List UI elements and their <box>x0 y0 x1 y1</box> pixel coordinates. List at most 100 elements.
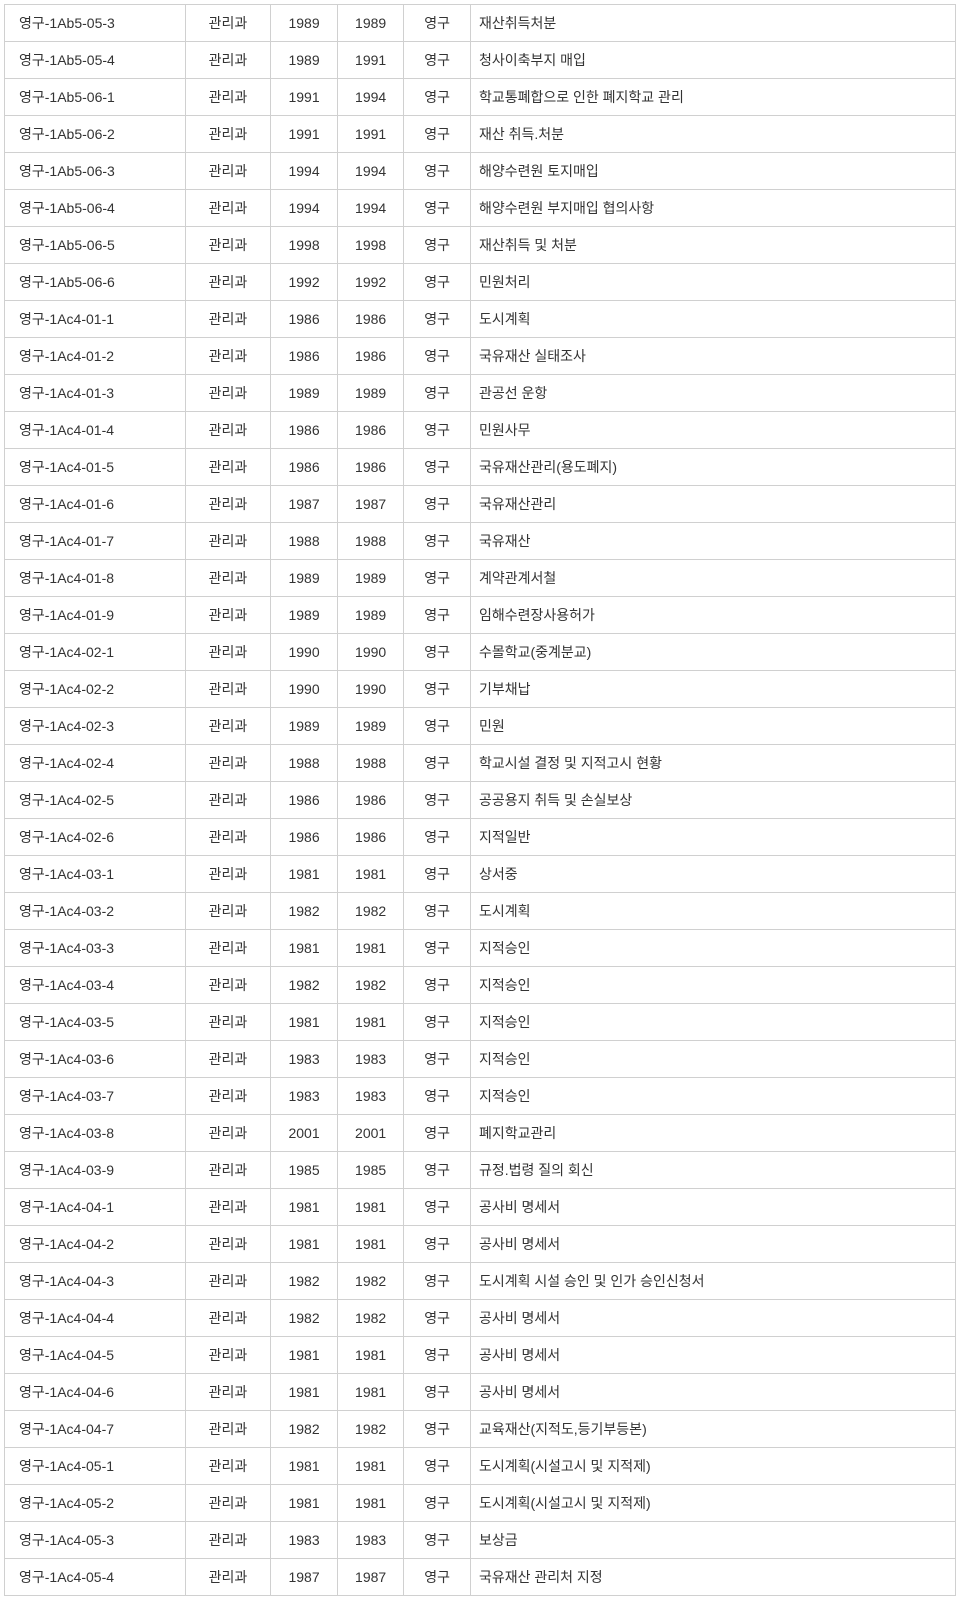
department: 관리과 <box>185 1559 271 1596</box>
end-year: 1989 <box>337 708 404 745</box>
description: 학교통폐합으로 인한 폐지학교 관리 <box>470 79 955 116</box>
table-row: 영구-1Ac4-04-4관리과19821982영구공사비 명세서 <box>5 1300 956 1337</box>
table-row: 영구-1Ac4-01-7관리과19881988영구국유재산 <box>5 523 956 560</box>
description: 공사비 명세서 <box>470 1189 955 1226</box>
description: 청사이축부지 매입 <box>470 42 955 79</box>
department: 관리과 <box>185 597 271 634</box>
table-row: 영구-1Ac4-04-5관리과19811981영구공사비 명세서 <box>5 1337 956 1374</box>
description: 수몰학교(중계분교) <box>470 634 955 671</box>
end-year: 1981 <box>337 1226 404 1263</box>
start-year: 1986 <box>271 301 338 338</box>
table-row: 영구-1Ac4-04-7관리과19821982영구교육재산(지적도,등기부등본) <box>5 1411 956 1448</box>
description: 민원 <box>470 708 955 745</box>
record-id: 영구-1Ac4-04-1 <box>5 1189 186 1226</box>
record-id: 영구-1Ac4-02-1 <box>5 634 186 671</box>
department: 관리과 <box>185 42 271 79</box>
department: 관리과 <box>185 116 271 153</box>
description: 학교시설 결정 및 지적고시 현황 <box>470 745 955 782</box>
end-year: 1994 <box>337 79 404 116</box>
table-row: 영구-1Ab5-05-4관리과19891991영구청사이축부지 매입 <box>5 42 956 79</box>
start-year: 1986 <box>271 338 338 375</box>
record-id: 영구-1Ac4-02-4 <box>5 745 186 782</box>
description: 공사비 명세서 <box>470 1374 955 1411</box>
retention-type: 영구 <box>404 1263 471 1300</box>
start-year: 1991 <box>271 116 338 153</box>
end-year: 1981 <box>337 1337 404 1374</box>
start-year: 1981 <box>271 1485 338 1522</box>
end-year: 1989 <box>337 5 404 42</box>
end-year: 1991 <box>337 42 404 79</box>
end-year: 1985 <box>337 1152 404 1189</box>
record-id: 영구-1Ac4-04-7 <box>5 1411 186 1448</box>
description: 교육재산(지적도,등기부등본) <box>470 1411 955 1448</box>
record-id: 영구-1Ac4-01-5 <box>5 449 186 486</box>
record-id: 영구-1Ab5-06-2 <box>5 116 186 153</box>
description: 재산 취득.처분 <box>470 116 955 153</box>
end-year: 1989 <box>337 375 404 412</box>
table-row: 영구-1Ab5-06-3관리과19941994영구해양수련원 토지매입 <box>5 153 956 190</box>
table-row: 영구-1Ac4-04-1관리과19811981영구공사비 명세서 <box>5 1189 956 1226</box>
description: 지적일반 <box>470 819 955 856</box>
end-year: 1986 <box>337 449 404 486</box>
retention-type: 영구 <box>404 930 471 967</box>
record-id: 영구-1Ab5-05-4 <box>5 42 186 79</box>
end-year: 1982 <box>337 1263 404 1300</box>
retention-type: 영구 <box>404 782 471 819</box>
start-year: 1981 <box>271 856 338 893</box>
department: 관리과 <box>185 1115 271 1152</box>
department: 관리과 <box>185 819 271 856</box>
record-id: 영구-1Ac4-05-1 <box>5 1448 186 1485</box>
department: 관리과 <box>185 1522 271 1559</box>
table-row: 영구-1Ac4-03-7관리과19831983영구지적승인 <box>5 1078 956 1115</box>
retention-type: 영구 <box>404 79 471 116</box>
description: 공공용지 취득 및 손실보상 <box>470 782 955 819</box>
description: 민원처리 <box>470 264 955 301</box>
department: 관리과 <box>185 560 271 597</box>
record-id: 영구-1Ac4-03-6 <box>5 1041 186 1078</box>
start-year: 1989 <box>271 708 338 745</box>
record-id: 영구-1Ac4-02-2 <box>5 671 186 708</box>
start-year: 1990 <box>271 671 338 708</box>
department: 관리과 <box>185 856 271 893</box>
table-row: 영구-1Ac4-03-1관리과19811981영구상서중 <box>5 856 956 893</box>
record-id: 영구-1Ac4-03-4 <box>5 967 186 1004</box>
department: 관리과 <box>185 153 271 190</box>
department: 관리과 <box>185 1078 271 1115</box>
record-id: 영구-1Ac4-01-6 <box>5 486 186 523</box>
table-row: 영구-1Ac4-01-3관리과19891989영구관공선 운항 <box>5 375 956 412</box>
table-row: 영구-1Ac4-05-4관리과19871987영구국유재산 관리처 지정 <box>5 1559 956 1596</box>
table-row: 영구-1Ab5-06-1관리과19911994영구학교통폐합으로 인한 폐지학교… <box>5 79 956 116</box>
record-id: 영구-1Ac4-05-2 <box>5 1485 186 1522</box>
table-row: 영구-1Ac4-03-9관리과19851985영구규정.법령 질의 회신 <box>5 1152 956 1189</box>
description: 지적승인 <box>470 1078 955 1115</box>
record-id: 영구-1Ac4-01-8 <box>5 560 186 597</box>
start-year: 1983 <box>271 1041 338 1078</box>
description: 보상금 <box>470 1522 955 1559</box>
record-id: 영구-1Ac4-03-7 <box>5 1078 186 1115</box>
end-year: 1983 <box>337 1522 404 1559</box>
end-year: 1990 <box>337 671 404 708</box>
end-year: 1986 <box>337 412 404 449</box>
retention-type: 영구 <box>404 1522 471 1559</box>
department: 관리과 <box>185 1300 271 1337</box>
retention-type: 영구 <box>404 1226 471 1263</box>
start-year: 1982 <box>271 967 338 1004</box>
start-year: 1986 <box>271 449 338 486</box>
end-year: 1986 <box>337 782 404 819</box>
table-row: 영구-1Ac4-03-3관리과19811981영구지적승인 <box>5 930 956 967</box>
retention-type: 영구 <box>404 1559 471 1596</box>
end-year: 1990 <box>337 634 404 671</box>
end-year: 1986 <box>337 819 404 856</box>
retention-type: 영구 <box>404 227 471 264</box>
table-row: 영구-1Ac4-05-1관리과19811981영구도시계획(시설고시 및 지적제… <box>5 1448 956 1485</box>
retention-type: 영구 <box>404 523 471 560</box>
table-row: 영구-1Ac4-01-5관리과19861986영구국유재산관리(용도폐지) <box>5 449 956 486</box>
start-year: 1981 <box>271 1374 338 1411</box>
description: 지적승인 <box>470 1041 955 1078</box>
retention-type: 영구 <box>404 1337 471 1374</box>
description: 공사비 명세서 <box>470 1226 955 1263</box>
department: 관리과 <box>185 1448 271 1485</box>
retention-type: 영구 <box>404 486 471 523</box>
record-id: 영구-1Ac4-04-3 <box>5 1263 186 1300</box>
retention-type: 영구 <box>404 338 471 375</box>
